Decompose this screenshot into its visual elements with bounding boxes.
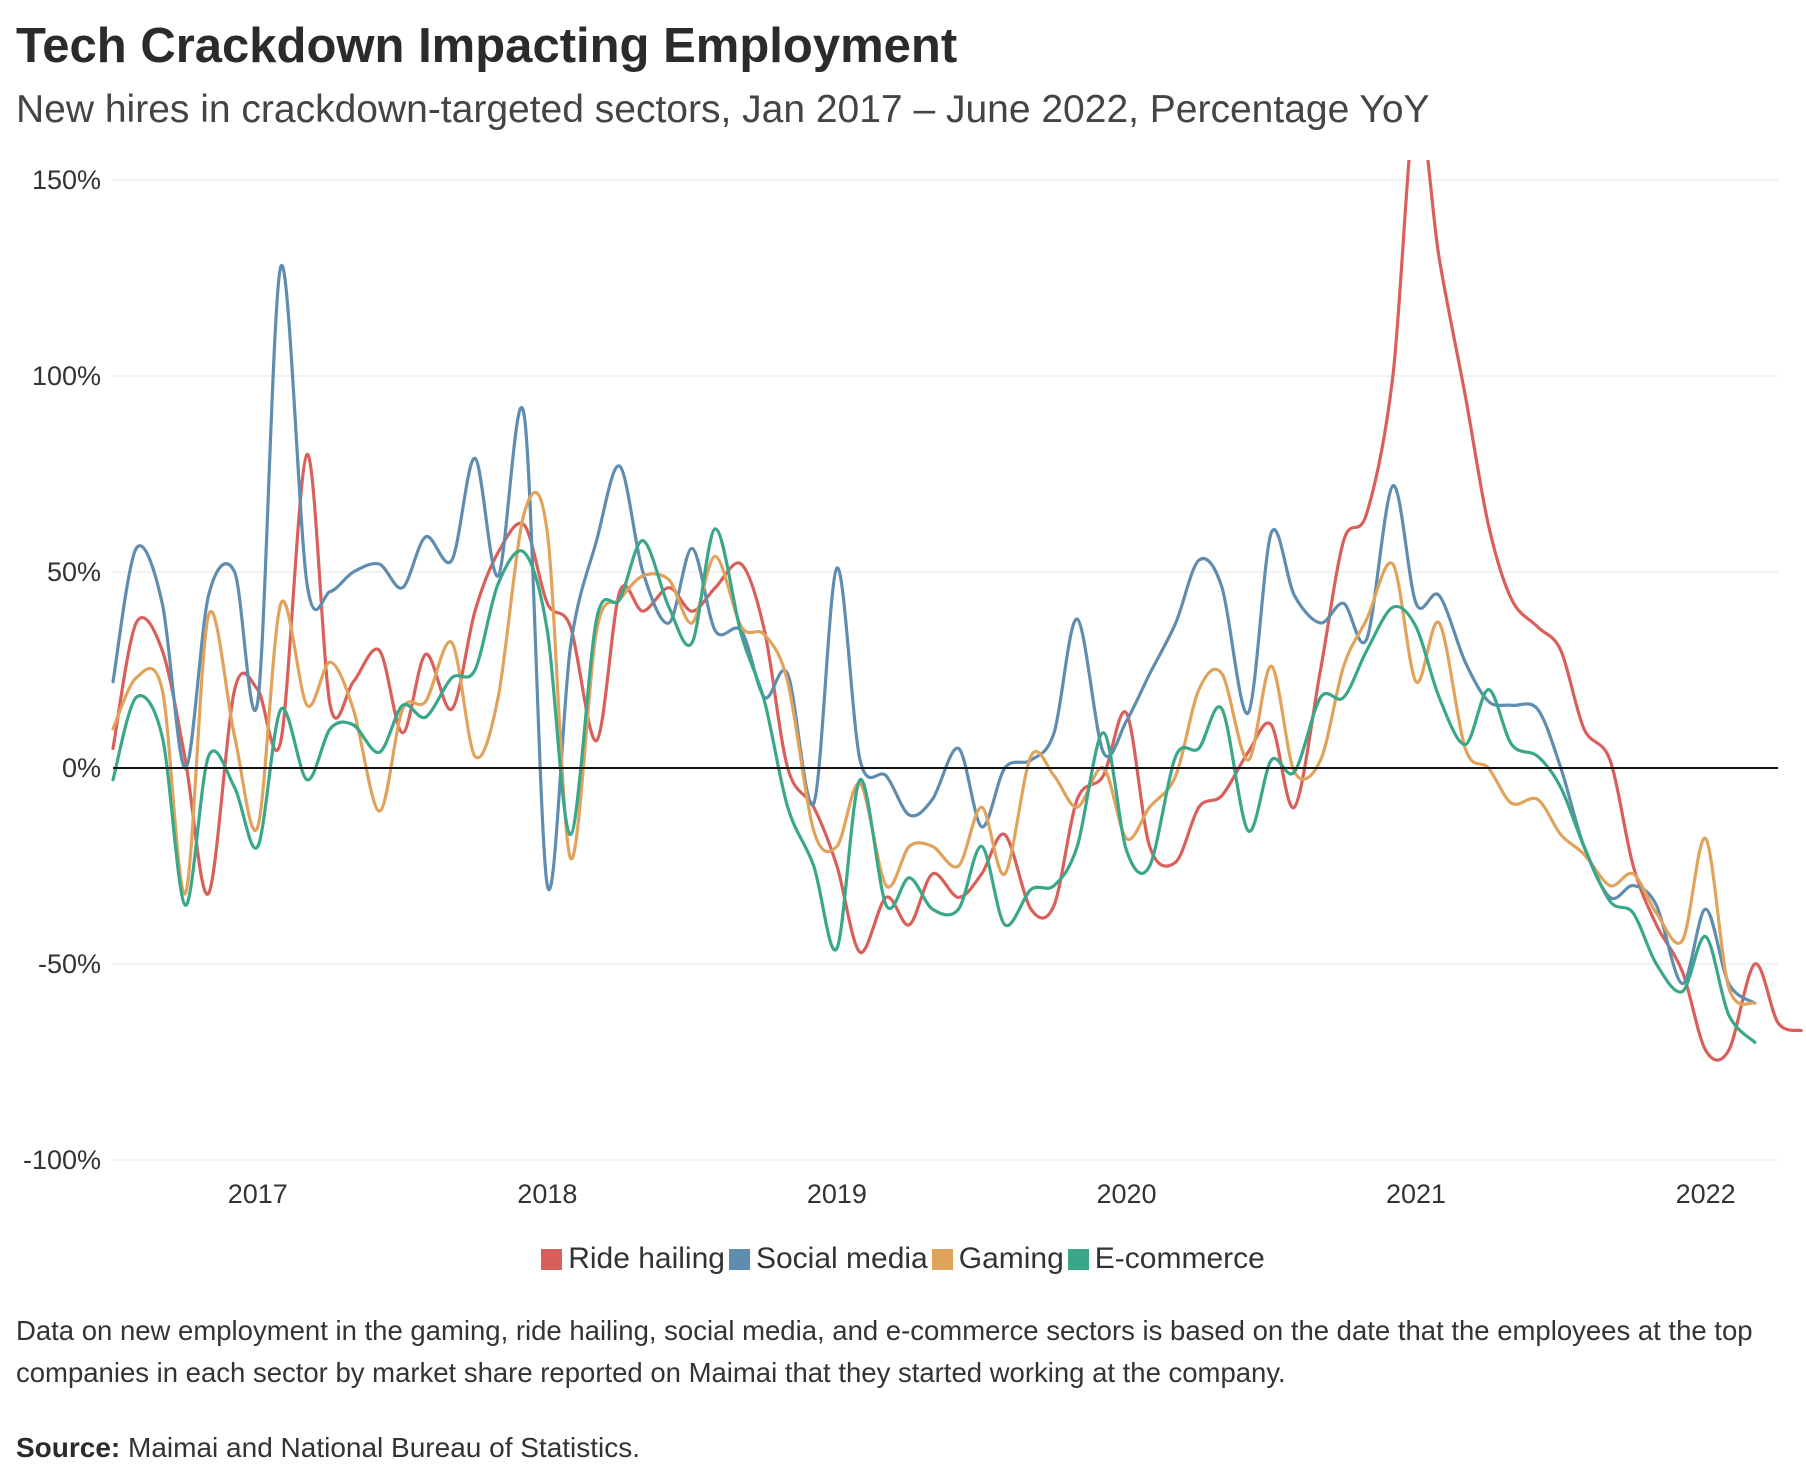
legend-label-social-media: Social media xyxy=(755,1242,928,1275)
chart-note: Data on new employment in the gaming, ri… xyxy=(16,1315,1753,1388)
y-tick-label-0-: 0% xyxy=(62,753,101,783)
x-tick-label-2022: 2022 xyxy=(1676,1179,1736,1209)
x-axis-tick-labels: 2017 2018 2019 2020 2021 2022 xyxy=(228,1179,1736,1209)
legend-item-social-media[interactable]: Social media xyxy=(728,1242,928,1276)
legend-item-e-commerce[interactable]: E-commerce xyxy=(1067,1242,1265,1276)
legend-swatch-e-commerce xyxy=(1067,1248,1089,1270)
legend-swatch-gaming xyxy=(931,1248,953,1270)
y-tick-label--50-: -50% xyxy=(38,949,101,979)
y-tick-label-100-: 100% xyxy=(32,361,101,391)
x-tick-label-2020: 2020 xyxy=(1096,1179,1156,1209)
legend-item-gaming[interactable]: Gaming xyxy=(931,1242,1064,1276)
x-tick-label-2019: 2019 xyxy=(807,1179,867,1209)
x-tick-label-2021: 2021 xyxy=(1386,1179,1446,1209)
x-tick-label-2018: 2018 xyxy=(517,1179,577,1209)
source-text: Maimai and National Bureau of Statistics… xyxy=(128,1432,641,1463)
y-axis-tick-labels: 150% 100% 50% 0% -50% -100% xyxy=(23,165,101,1175)
series-line-e-commerce xyxy=(111,527,1757,1044)
legend-item-ride-hailing[interactable]: Ride hailing xyxy=(541,1242,725,1276)
legend-label-e-commerce: E-commerce xyxy=(1094,1242,1265,1275)
x-tick-label-2017: 2017 xyxy=(228,1179,288,1209)
y-tick-label-50-: 50% xyxy=(47,557,101,587)
source-label: Source: xyxy=(16,1432,121,1463)
y-gridlines xyxy=(113,179,1778,1161)
legend: Ride hailing Social media Gaming E-comme… xyxy=(0,1242,1806,1276)
legend-swatch-social-media xyxy=(728,1248,750,1270)
legend-label-ride-hailing: Ride hailing xyxy=(568,1242,725,1275)
y-tick-label--100-: -100% xyxy=(23,1145,101,1175)
y-tick-label-150-: 150% xyxy=(32,165,101,195)
legend-swatch-ride-hailing xyxy=(541,1248,563,1270)
series-line-ride-hailing xyxy=(111,160,1803,1062)
legend-label-gaming: Gaming xyxy=(958,1242,1064,1275)
line-chart: 150%100%50%0%-50%-100% 2017 2018 2019 2020 2… xyxy=(23,160,1803,1209)
source-line: Source: Maimai and National Bureau of St… xyxy=(16,1432,640,1464)
chart-title: Tech Crackdown Impacting Employment xyxy=(16,19,958,73)
series-lines xyxy=(111,160,1803,1062)
chart-subtitle: New hires in crackdown-targeted sectors,… xyxy=(16,88,1430,131)
series-line-social-media xyxy=(111,264,1757,1005)
